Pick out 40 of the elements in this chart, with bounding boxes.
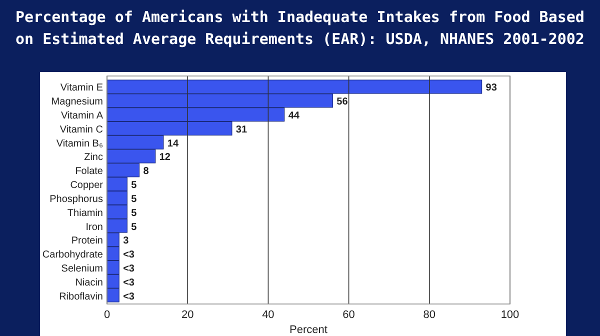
data-label: 56	[336, 96, 348, 108]
y-tick-label: Vitamin C	[60, 124, 103, 136]
data-label: 3	[123, 236, 130, 247]
chart-title: Percentage of Americans with Inadequate Intakes from Food Based on Estimated Average Requirements (EAR): USDA, NHANES 2001-2002	[16, 8, 584, 48]
y-tick-label: Carbohydrate	[42, 250, 104, 261]
data-label: 31	[236, 124, 248, 136]
y-tick-label: Vitamin E	[60, 82, 104, 94]
y-tick-label: Protein	[71, 236, 103, 247]
data-label: <3	[123, 263, 135, 274]
y-tick-label: Vitamin B₆	[56, 138, 103, 150]
x-axis-title: Percent	[290, 324, 328, 336]
x-tick-label: 20	[181, 309, 194, 321]
data-label: <3	[123, 250, 135, 261]
data-label: <3	[123, 291, 135, 302]
x-tick-label: 60	[342, 309, 355, 321]
data-label: 5	[131, 208, 138, 219]
x-tick-label: 0	[104, 309, 110, 321]
y-tick-label: Copper	[70, 180, 104, 192]
data-label: <3	[123, 277, 135, 288]
data-label: 44	[288, 110, 300, 122]
y-tick-label: Vitamin A	[60, 110, 104, 122]
y-tick-label: Selenium	[61, 263, 103, 274]
x-tick-label: 40	[262, 309, 274, 321]
data-label: 5	[131, 180, 138, 192]
data-label: 14	[167, 138, 179, 150]
y-tick-label: Riboflavin	[59, 291, 103, 302]
data-label: 12	[159, 152, 171, 164]
y-tick-label: Thiamin	[67, 208, 103, 219]
y-tick-label: Folate	[75, 166, 104, 178]
y-tick-label: Magnesium	[51, 96, 103, 108]
y-tick-label: Phosphorus	[50, 194, 103, 205]
x-tick-label: 80	[423, 309, 436, 321]
data-label: 5	[131, 222, 138, 233]
y-tick-label: Iron	[86, 222, 103, 233]
x-tick-label: 100	[500, 309, 520, 321]
data-label: 5	[131, 194, 138, 205]
y-tick-label: Zinc	[84, 152, 103, 164]
data-label: 8	[143, 166, 150, 178]
data-label: 93	[486, 82, 498, 94]
y-tick-label: Niacin	[75, 277, 103, 288]
